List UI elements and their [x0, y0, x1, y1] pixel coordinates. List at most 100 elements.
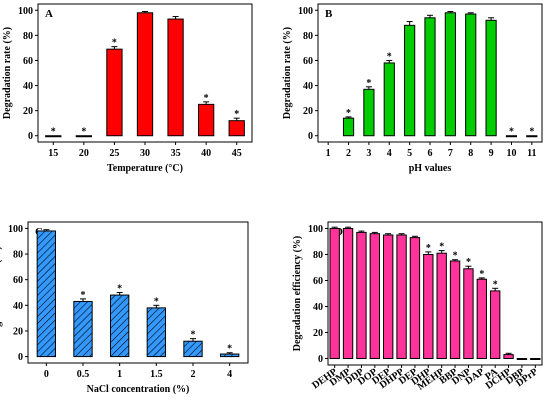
- bar: [396, 234, 407, 359]
- chart-panel-b: B 0 20 40 60 80 100 Degradation rate (%) 1 2 3 4 5 6 7…: [282, 3, 543, 174]
- panel-letter: A: [45, 8, 53, 20]
- y-tick-label: 80: [303, 31, 313, 42]
- bar: [476, 278, 487, 360]
- y-axis-title: Degradation rate (%): [282, 27, 293, 119]
- significance-star: *: [387, 51, 392, 62]
- x-tick-label: 7: [448, 148, 453, 159]
- x-tick-label: 4: [227, 369, 232, 380]
- bar: [485, 19, 497, 137]
- y-tick-label: 100: [308, 224, 323, 235]
- x-tick-label: 6: [428, 148, 433, 159]
- y-tick-label: 20: [313, 328, 323, 339]
- y-tick-label: 80: [23, 31, 33, 42]
- bar: [146, 307, 167, 358]
- x-tick-label: 11: [527, 148, 536, 159]
- bar: [444, 12, 456, 137]
- significance-star: *: [204, 93, 209, 104]
- x-axis-title: Temperature (°C): [107, 163, 183, 174]
- y-axis-title: Degradation rate (%): [0, 246, 3, 338]
- y-tick-label: 60: [313, 276, 323, 287]
- bar: [526, 135, 538, 138]
- x-tick-label: 4: [387, 148, 392, 159]
- x-tick-label: 9: [489, 148, 494, 159]
- bar: [516, 358, 528, 360]
- significance-star: *: [191, 330, 196, 341]
- y-tick-label: 0: [318, 354, 323, 365]
- x-tick-label: 35: [171, 148, 181, 159]
- significance-star: *: [439, 242, 444, 253]
- x-tick-label: 3: [366, 148, 371, 159]
- bar: [463, 268, 474, 359]
- bar: [342, 117, 355, 137]
- chart-panel-c: C020406080100Degradation rate (%)00.511.…: [0, 221, 249, 395]
- bar: [436, 252, 447, 359]
- y-tick-label: 100: [8, 224, 23, 235]
- y-tick-label: 20: [23, 106, 33, 117]
- x-tick-label: 8: [468, 148, 473, 159]
- significance-star: *: [509, 127, 514, 138]
- x-tick-label: 10: [506, 148, 516, 159]
- bar: [75, 135, 93, 138]
- y-tick-label: 60: [303, 56, 313, 67]
- significance-star: *: [234, 109, 239, 120]
- y-tick-label: 20: [303, 106, 313, 117]
- significance-star: *: [366, 78, 371, 89]
- x-tick-label: 2: [191, 369, 196, 380]
- significance-star: *: [493, 279, 498, 290]
- chart-panel-a: A 0 20 40 60 80 100 Degradation rate (%) 15 20 25 3…: [2, 3, 253, 174]
- y-tick-label: 0: [18, 352, 23, 363]
- bar: [465, 13, 477, 137]
- significance-star: *: [346, 108, 351, 119]
- bar: [106, 48, 123, 137]
- x-tick-label: 2: [346, 148, 351, 159]
- bar: [110, 294, 130, 358]
- bar: [136, 12, 154, 137]
- bar: [369, 233, 380, 359]
- x-tick-label: 5: [407, 148, 412, 159]
- y-tick-label: 60: [23, 56, 33, 67]
- bar: [198, 103, 215, 137]
- significance-star: *: [154, 296, 159, 307]
- plot-frame: [327, 221, 543, 366]
- y-axis-title: Degradation rate (%): [2, 27, 13, 119]
- plot-frame: [27, 221, 249, 364]
- y-tick-label: 60: [13, 275, 23, 286]
- y-tick-label: 20: [13, 326, 23, 337]
- y-tick-label: 40: [13, 301, 23, 312]
- y-tick-label: 40: [313, 302, 323, 313]
- y-axis-title: Degradation efficiency (%): [292, 236, 303, 352]
- x-tick-label: 0.5: [77, 369, 90, 380]
- x-tick-label: 1.5: [150, 369, 163, 380]
- y-tick-label: 100: [18, 6, 33, 17]
- bar: [409, 237, 421, 360]
- significance-star: *: [117, 284, 122, 295]
- significance-star: *: [112, 38, 117, 49]
- x-tick-label: 45: [232, 148, 242, 159]
- y-tick-label: 40: [303, 81, 313, 92]
- x-tick-label: 1: [117, 369, 122, 380]
- bar: [356, 231, 367, 359]
- y-tick-label: 0: [308, 131, 313, 142]
- y-tick-label: 40: [23, 81, 33, 92]
- y-tick-label: 80: [313, 250, 323, 261]
- x-tick-label: 30: [140, 148, 150, 159]
- y-tick-label: 80: [13, 250, 23, 261]
- x-tick-label: 1: [326, 148, 331, 159]
- x-axis-title: NaCl concentration (%): [87, 384, 190, 395]
- bar: [424, 17, 436, 137]
- bar: [36, 230, 57, 358]
- significance-star: *: [227, 344, 232, 355]
- panel-letter: B: [325, 8, 333, 20]
- bar: [530, 358, 541, 360]
- bar: [73, 300, 93, 358]
- bar: [45, 135, 62, 138]
- x-tick-label: 20: [79, 148, 89, 159]
- significance-star: *: [81, 290, 86, 301]
- bar: [167, 18, 184, 137]
- significance-star: *: [51, 127, 56, 138]
- bar: [342, 228, 354, 359]
- x-tick-label: 25: [109, 148, 119, 159]
- x-tick-label: 0: [44, 369, 49, 380]
- significance-star: *: [529, 127, 534, 138]
